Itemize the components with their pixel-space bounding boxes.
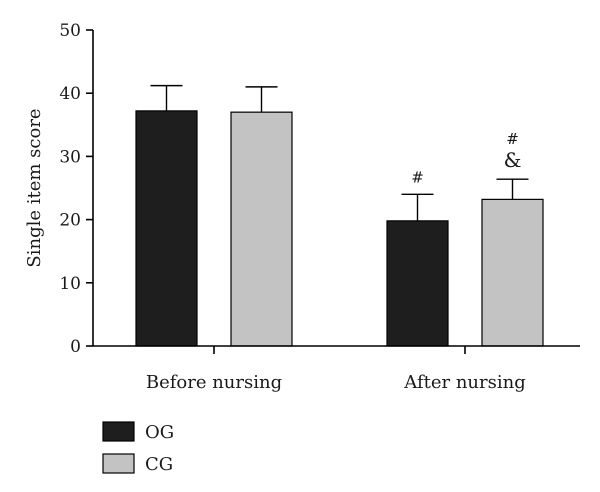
legend-label-og: OG — [145, 422, 174, 443]
y-tick-label: 10 — [59, 274, 81, 294]
bar-cg-0 — [230, 111, 293, 347]
legend: OG CG — [102, 421, 174, 475]
axes-layer: 0 10 20 30 40 50 Before nursing After nursing — [59, 21, 580, 393]
bars-layer: ##& — [135, 84, 544, 347]
y-tick-label: 30 — [59, 147, 81, 167]
y-tick-label: 0 — [70, 337, 81, 357]
x-tick-label: After nursing — [403, 372, 525, 393]
y-tick-label: 40 — [59, 84, 81, 104]
significance-mark: # — [506, 130, 519, 148]
significance-mark: # — [411, 168, 424, 186]
y-axis-label: Single item score — [24, 108, 45, 267]
bar-og-1 — [386, 220, 449, 347]
y-tick-label: 50 — [59, 21, 81, 41]
significance-mark: & — [504, 148, 522, 172]
bar-cg-1 — [481, 198, 544, 347]
bar-og-0 — [135, 110, 198, 347]
legend-swatch-cg — [102, 453, 135, 474]
y-tick-label: 20 — [59, 211, 81, 231]
legend-swatch-og — [102, 421, 135, 442]
x-tick-label: Before nursing — [146, 372, 282, 393]
legend-label-cg: CG — [145, 454, 173, 475]
